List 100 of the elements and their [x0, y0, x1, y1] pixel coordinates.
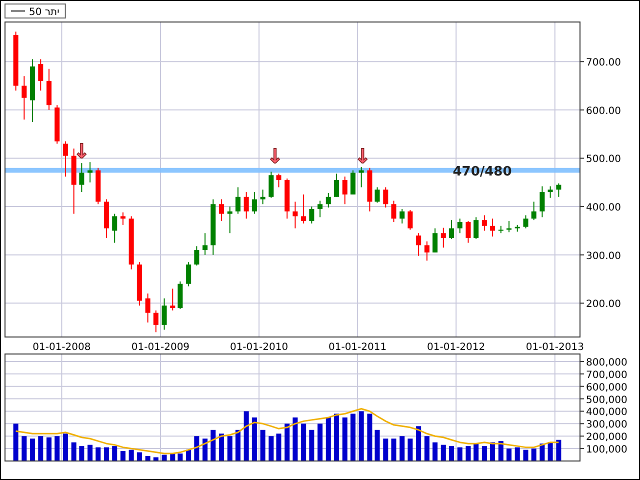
candlestick: [448, 220, 454, 240]
bar: [301, 424, 306, 461]
bar: [178, 454, 183, 461]
y-tick-label: 300.00: [586, 250, 621, 262]
bar: [22, 436, 27, 461]
candlestick: [531, 201, 536, 221]
bar: [252, 417, 257, 461]
candlestick: [318, 200, 323, 218]
y-tick-label: 100,000: [586, 444, 628, 456]
bar: [104, 447, 110, 461]
candlestick: [523, 214, 528, 229]
bar: [383, 438, 388, 461]
candlestick: [112, 213, 118, 244]
annotation: ↓: [73, 139, 90, 164]
bar: [556, 440, 562, 461]
y-tick-label: 200,000: [586, 432, 628, 444]
bar: [482, 446, 487, 461]
bar: [145, 456, 150, 461]
bar: [120, 451, 126, 461]
x-tick-label: 01-01-2009: [131, 342, 190, 353]
candlestick: [424, 240, 430, 262]
bar: [523, 450, 528, 461]
candlestick: [292, 201, 298, 229]
bar: [531, 448, 536, 461]
annotation: ↓: [354, 144, 372, 168]
bar: [506, 448, 512, 461]
bar: [448, 446, 454, 461]
x-tick-label: 01-01-2013: [526, 342, 584, 353]
candlestick: [276, 173, 282, 188]
candlestick: [194, 246, 200, 266]
candlestick: [440, 227, 446, 248]
bar: [457, 447, 462, 461]
bar: [342, 417, 348, 461]
bar: [96, 447, 101, 461]
bar: [367, 414, 372, 461]
bar: [548, 442, 553, 461]
candlestick: [244, 192, 249, 220]
y-tick-label: 600,000: [586, 382, 628, 394]
candlestick: [170, 288, 176, 311]
bar: [128, 450, 134, 461]
candlestick: [383, 186, 388, 208]
bar: [112, 446, 118, 461]
x-tick-label: 01-01-2012: [427, 342, 486, 353]
y-tick-label: 200.00: [586, 299, 621, 310]
candlestick: [416, 232, 422, 256]
y-tick-label: 700.00: [586, 58, 621, 69]
candlestick: [548, 186, 553, 198]
candlestick: [391, 200, 396, 223]
y-tick-label: 500,000: [586, 394, 628, 406]
bar: [498, 441, 504, 461]
bar: [210, 430, 216, 461]
bar: [284, 424, 290, 461]
bar: [416, 426, 422, 461]
bar: [326, 417, 331, 461]
bar: [309, 430, 314, 461]
x-tick-label: 01-01-2010: [230, 342, 288, 353]
bar: [474, 444, 479, 461]
y-tick-label: 800,000: [586, 357, 628, 368]
candlestick: [490, 218, 496, 238]
candlestick: [334, 173, 340, 198]
bar: [391, 438, 396, 461]
candlestick: [235, 186, 240, 214]
bar: [514, 447, 520, 461]
bar: [408, 438, 413, 461]
y-tick-label: 700,000: [586, 370, 628, 381]
candlestick: [466, 220, 471, 244]
bar: [46, 437, 52, 461]
candlestick: [153, 310, 158, 333]
bar: [400, 436, 405, 461]
bar: [292, 417, 298, 461]
bar: [88, 444, 93, 461]
candlestick: [252, 192, 257, 214]
bar: [30, 438, 36, 461]
candlestick: [432, 228, 438, 253]
bar: [276, 434, 282, 461]
candlestick: [120, 212, 126, 226]
bar: [466, 446, 471, 461]
bar: [424, 436, 430, 461]
bar: [227, 436, 232, 461]
candlestick: [162, 298, 167, 330]
candlestick: [309, 206, 314, 224]
bar: [38, 436, 44, 461]
candlestick: [38, 58, 44, 92]
candlestick: [408, 209, 413, 230]
y-tick-label: 300,000: [586, 420, 628, 431]
bar: [318, 424, 323, 461]
bar: [62, 434, 68, 461]
candlestick: [186, 262, 192, 287]
bar: [268, 436, 274, 461]
bar: [136, 452, 142, 461]
bar: [71, 442, 76, 461]
y-tick-label: 500.00: [586, 154, 621, 166]
bar: [334, 414, 340, 461]
candlestick: [79, 162, 84, 193]
candlestick: [474, 216, 479, 240]
candlestick: [326, 192, 331, 208]
candlestick: [374, 186, 380, 204]
candlestick: [400, 208, 405, 224]
bar: [235, 430, 240, 461]
candlestick: [202, 232, 208, 256]
